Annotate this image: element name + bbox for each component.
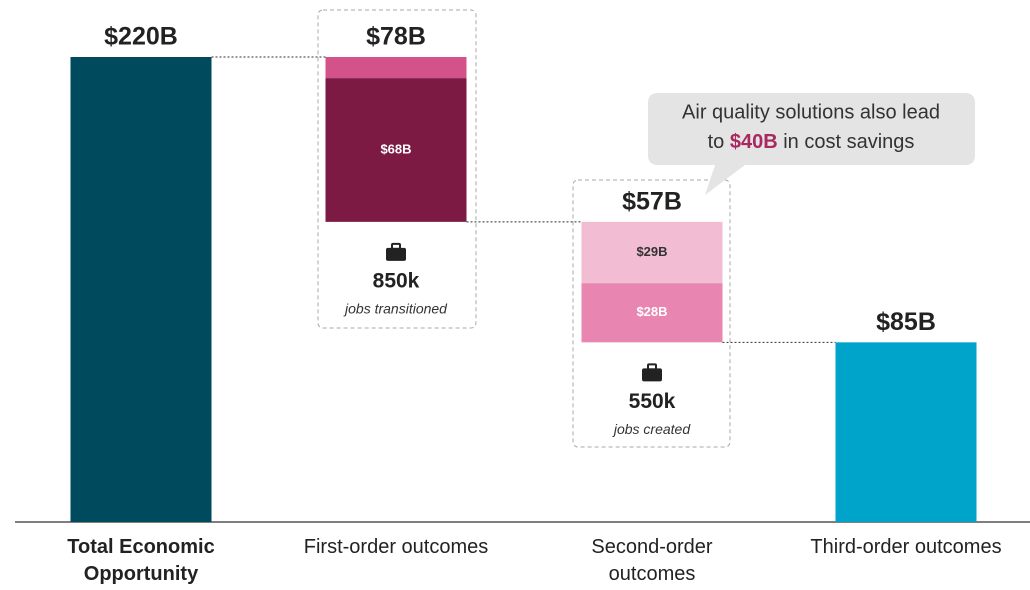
segment-label: $68B	[380, 141, 411, 156]
jobs-caption: jobs created	[612, 421, 691, 437]
callout-text: in cost savings	[778, 131, 915, 153]
group-box	[317, 9, 477, 329]
x-tick-label: Total Economic Opportunity	[67, 536, 215, 585]
value-label: $85B	[876, 308, 936, 336]
bar	[70, 57, 212, 522]
bar-segment	[581, 283, 723, 343]
callout-text: to	[708, 131, 730, 153]
group-box	[572, 179, 731, 448]
value-label: $57B	[622, 187, 682, 215]
briefcase-body	[642, 368, 662, 382]
jobs-value: 550k	[629, 390, 676, 413]
briefcase-handle	[391, 242, 401, 250]
x-tick-label: Third-order outcomes	[810, 536, 1002, 558]
value-label: $220B	[104, 23, 178, 51]
jobs-caption: jobs transitioned	[343, 301, 448, 317]
briefcase-icon	[642, 363, 662, 382]
briefcase-handle	[647, 363, 657, 371]
briefcase-icon	[386, 242, 406, 261]
bar-segment	[325, 78, 467, 222]
x-tick-label: First-order outcomes	[303, 536, 489, 558]
briefcase-body	[386, 247, 406, 261]
value-label: $78B	[366, 23, 426, 51]
bar-segment	[325, 57, 467, 79]
callout-text: Air quality solutions also lead	[682, 101, 940, 123]
bar	[835, 342, 977, 522]
callout-highlight: $40B	[730, 131, 778, 153]
callout-text: to $40B in cost savings	[708, 131, 915, 153]
segment-label: $28B	[636, 304, 667, 319]
callout-bubble	[648, 93, 975, 195]
x-tick-label: Second-order outcomes	[591, 536, 713, 585]
bar-segment	[581, 221, 723, 284]
jobs-value: 850k	[373, 269, 420, 292]
segment-label: $29B	[636, 244, 667, 259]
callout: Air quality solutions also lead to $40B …	[648, 93, 975, 195]
